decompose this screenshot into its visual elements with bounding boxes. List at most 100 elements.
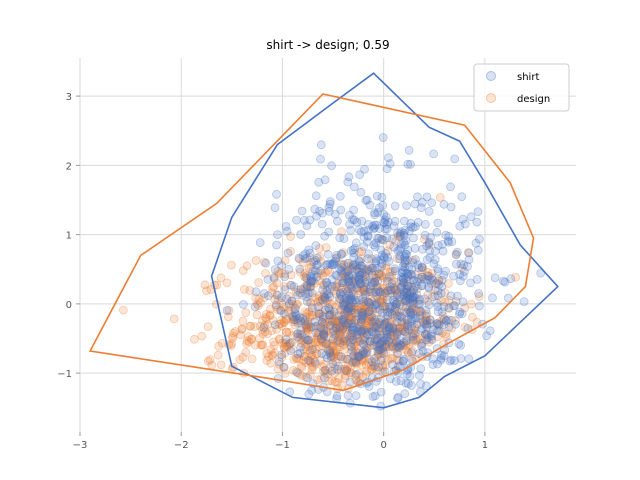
shirt-point bbox=[416, 379, 425, 389]
shirt-point bbox=[408, 298, 418, 308]
design-point bbox=[222, 278, 232, 288]
design-point bbox=[314, 330, 324, 340]
shirt-point bbox=[358, 347, 368, 357]
design-point bbox=[430, 285, 440, 295]
design-point bbox=[279, 362, 289, 372]
shirt-point bbox=[421, 305, 431, 315]
shirt-point bbox=[360, 289, 370, 299]
shirt-point bbox=[434, 320, 444, 330]
design-point bbox=[340, 309, 350, 319]
design-point bbox=[372, 282, 382, 292]
shirt-point bbox=[432, 298, 442, 308]
design-point bbox=[357, 309, 367, 319]
shirt-point bbox=[270, 203, 280, 213]
shirt-point bbox=[407, 316, 417, 326]
shirt-point bbox=[359, 340, 369, 350]
shirt-point bbox=[385, 307, 395, 317]
shirt-point bbox=[474, 301, 484, 311]
shirt-point bbox=[439, 270, 449, 280]
y-tick-label: 2 bbox=[66, 161, 72, 172]
design-point bbox=[451, 297, 461, 306]
shirt-point bbox=[357, 216, 367, 226]
legend-marker-shirt bbox=[486, 71, 496, 81]
shirt-point bbox=[333, 361, 343, 371]
design-point bbox=[305, 356, 315, 366]
design-point bbox=[304, 348, 314, 358]
shirt-point bbox=[383, 311, 393, 321]
shirt-point bbox=[329, 307, 339, 317]
shirt-point bbox=[287, 296, 297, 306]
shirt-point bbox=[332, 271, 342, 281]
shirt-point bbox=[320, 231, 330, 241]
shirt-point bbox=[346, 338, 356, 348]
design-point bbox=[319, 292, 329, 302]
shirt-point bbox=[429, 149, 439, 159]
shirt-point bbox=[295, 348, 305, 358]
shirt-point bbox=[372, 263, 382, 273]
design-point bbox=[380, 304, 390, 314]
design-point bbox=[303, 319, 313, 329]
design-point bbox=[383, 317, 393, 327]
design-point bbox=[316, 309, 326, 319]
shirt-point bbox=[298, 313, 308, 323]
design-point bbox=[340, 316, 350, 326]
design-point bbox=[331, 347, 341, 357]
shirt-point bbox=[375, 287, 385, 297]
shirt-point bbox=[290, 315, 300, 325]
design-point bbox=[338, 354, 348, 364]
design-point bbox=[336, 305, 346, 315]
shirt-point bbox=[368, 221, 378, 231]
design-point bbox=[334, 320, 344, 330]
shirt-point bbox=[340, 304, 350, 314]
shirt-point bbox=[307, 345, 317, 354]
design-point bbox=[241, 308, 251, 318]
design-point bbox=[284, 327, 294, 337]
shirt-point bbox=[434, 280, 444, 290]
shirt-point bbox=[375, 340, 384, 350]
shirt-point bbox=[282, 226, 292, 236]
design-point bbox=[247, 354, 257, 364]
shirt-point bbox=[406, 270, 416, 279]
design-point bbox=[312, 333, 322, 342]
design-point bbox=[366, 322, 376, 332]
shirt-point bbox=[409, 329, 419, 339]
shirt-point bbox=[382, 233, 392, 243]
design-point bbox=[402, 335, 412, 345]
design-point bbox=[321, 366, 331, 375]
design-point bbox=[352, 305, 361, 315]
shirt-point bbox=[379, 209, 389, 219]
design-point bbox=[370, 266, 380, 276]
shirt-point bbox=[375, 305, 385, 315]
design-point bbox=[361, 299, 371, 309]
design-point bbox=[373, 349, 383, 359]
shirt-point bbox=[357, 307, 366, 317]
shirt-point bbox=[446, 202, 456, 212]
shirt-point bbox=[351, 298, 361, 307]
design-point bbox=[224, 306, 234, 315]
shirt-point bbox=[354, 273, 364, 283]
design-point bbox=[354, 307, 364, 317]
shirt-point bbox=[402, 201, 412, 210]
shirt-point bbox=[354, 351, 364, 361]
shirt-point bbox=[464, 255, 474, 265]
design-point bbox=[343, 304, 353, 314]
design-point bbox=[288, 344, 298, 354]
shirt-point bbox=[410, 243, 420, 253]
design-point bbox=[281, 314, 291, 324]
design-point bbox=[237, 324, 247, 334]
design-point bbox=[346, 303, 356, 313]
shirt-point bbox=[446, 182, 455, 192]
design-point bbox=[444, 304, 454, 313]
design-point bbox=[368, 287, 378, 297]
design-point bbox=[365, 315, 374, 325]
shirt-point bbox=[373, 346, 383, 356]
x-tick-label: −3 bbox=[73, 440, 88, 451]
design-point bbox=[340, 300, 350, 310]
shirt-point bbox=[288, 312, 297, 322]
shirt-point bbox=[359, 348, 368, 358]
design-point bbox=[374, 286, 384, 296]
shirt-point bbox=[365, 298, 375, 308]
shirt-point bbox=[272, 189, 281, 199]
shirt-point bbox=[319, 331, 329, 341]
design-point bbox=[315, 296, 325, 306]
